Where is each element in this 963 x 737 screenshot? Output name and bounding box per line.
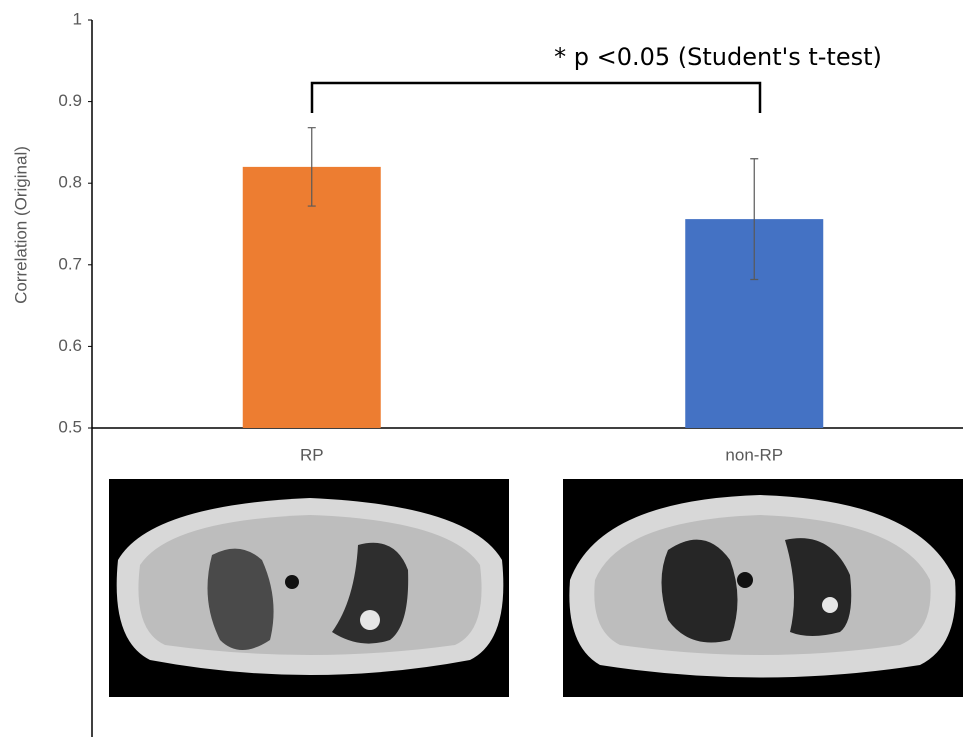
page: {"chart_data": {"type": "bar", "y_label"… [0,0,963,737]
y-axis-title: Correlation (Original) [11,146,30,304]
chart: Correlation (Original) * p <0.05 (Studen… [0,0,963,737]
y-tick-label: 0.5 [58,417,82,436]
y-tick-label: 1 [73,9,82,28]
y-tick-label: 0.6 [58,336,82,355]
x-tick-label: RP [300,445,324,464]
x-tick-label: non-RP [725,445,783,464]
ct-image-non-rp [563,479,963,697]
y-tick-label: 0.8 [58,173,82,192]
y-tick-label: 0.9 [58,91,82,110]
y-tick-label: 0.7 [58,254,82,273]
significance-annotation: * p <0.05 (Student's t-test) [554,43,882,71]
significance-bracket [312,83,760,113]
ct-image-rp [109,479,509,697]
